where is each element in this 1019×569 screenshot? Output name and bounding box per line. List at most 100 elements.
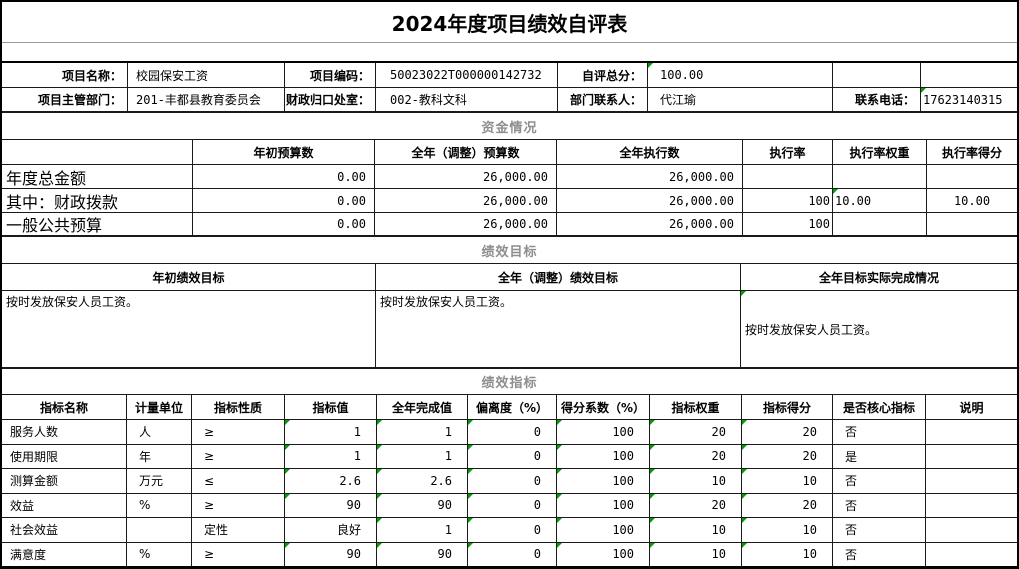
indicator-cell: % — [127, 542, 192, 566]
indicator-cell: 100 — [557, 542, 650, 566]
indicator-row-0: 服务人数人 ≥1 1 0 100 20 20 否 — [2, 420, 1017, 445]
indicator-cell: 年 — [127, 444, 192, 468]
indicator-cell: 20 — [650, 493, 742, 517]
indicators-header-row: 指标名称 计量单位 指标性质 指标值 全年完成值 偏离度（%） 得分系数（%） … — [2, 395, 1017, 420]
contact-phone-label: 联系电话： — [833, 88, 921, 111]
indicator-cell: 服务人数 — [2, 420, 127, 444]
goals-section-row: 绩效目标 — [2, 237, 1017, 264]
funds-cell: 10.00 — [953, 193, 991, 208]
goal-adjusted-text: 按时发放保安人员工资。 — [376, 291, 741, 367]
funds-section-title: 资金情况 — [481, 120, 538, 136]
indicator-cell: ≥ — [192, 444, 285, 468]
indicator-cell: 20 — [650, 420, 742, 444]
funds-cell — [833, 165, 927, 188]
funds-cell: 0.00 — [193, 213, 375, 235]
indicator-cell: 良好 — [285, 518, 377, 542]
ind-header-unit: 计量单位 — [127, 395, 192, 419]
indicator-cell: 0 — [468, 420, 557, 444]
contact-person-label: 部门联系人： — [558, 88, 648, 111]
ind-header-core: 是否核心指标 — [833, 395, 926, 419]
goal-initial-text: 按时发放保安人员工资。 — [2, 291, 376, 367]
title-row: 2024年度项目绩效自评表 — [2, 2, 1017, 43]
indicator-cell: 否 — [833, 469, 926, 493]
indicator-cell: 90 — [377, 493, 468, 517]
funds-cell: 100 — [743, 213, 833, 235]
indicator-cell: 定性 — [192, 518, 285, 542]
indicator-row-1: 使用期限年 ≥1 1 0 100 20 20 是 — [2, 444, 1017, 469]
indicator-cell: 0 — [468, 518, 557, 542]
goals-content-row: 按时发放保安人员工资。 按时发放保安人员工资。 按时发放保安人员工资。 — [2, 291, 1017, 369]
contact-person-value: 代江瑜 — [648, 88, 833, 111]
indicator-row-3: 效益% ≥90 90 0 100 20 20 否 — [2, 493, 1017, 518]
goals-header-actual: 全年目标实际完成情况 — [818, 270, 939, 285]
indicator-cell: ≥ — [192, 493, 285, 517]
funds-header-exec-rate: 执行率 — [743, 140, 833, 164]
indicator-cell: 1 — [285, 444, 377, 468]
ind-header-score-coef: 得分系数（%） — [557, 395, 650, 419]
goals-header-initial: 年初绩效目标 — [2, 264, 376, 290]
finance-office-value: 002-教科文科 — [376, 88, 558, 111]
ind-header-target: 指标值 — [285, 395, 377, 419]
funds-cell — [833, 213, 927, 235]
goals-header-adjusted: 全年（调整）绩效目标 — [376, 264, 741, 290]
ind-header-nature: 指标性质 — [192, 395, 285, 419]
goals-section-title: 绩效目标 — [481, 244, 538, 260]
indicator-cell: 万元 — [127, 469, 192, 493]
indicator-cell: 2.6 — [377, 469, 468, 493]
indicator-cell: 效益 — [2, 493, 127, 517]
indicator-cell: 人 — [127, 420, 192, 444]
indicator-cell — [926, 420, 1017, 444]
funds-cell: 26,000.00 — [557, 165, 743, 188]
indicator-cell: 1 — [377, 518, 468, 542]
indicator-row-2: 测算金额 万元 ≤2.6 2.6 0 100 10 10 否 — [2, 469, 1017, 494]
indicator-cell: 10 — [742, 542, 833, 566]
funds-cell — [743, 165, 833, 188]
funds-row-0: 年度总金额 0.00 26,000.00 26,000.00 — [2, 165, 1017, 189]
indicator-cell: 0 — [468, 493, 557, 517]
indicator-cell: 100 — [557, 444, 650, 468]
ind-header-deviation: 偏离度（%） — [468, 395, 557, 419]
funds-row-1: 其中：财政拨款 0.00 26,000.00 26,000.00 100 10.00 10.… — [2, 189, 1017, 213]
indicator-cell: 90 — [285, 542, 377, 566]
indicator-cell: 否 — [833, 542, 926, 566]
funds-cell — [927, 213, 1017, 235]
indicator-cell: 使用期限 — [2, 444, 127, 468]
indicator-cell: 1 — [377, 444, 468, 468]
spacer-row — [2, 43, 1017, 63]
indicator-cell: 是 — [833, 444, 926, 468]
project-code-value: 50023022T000000142732 — [376, 63, 558, 87]
ind-header-score: 指标得分 — [742, 395, 833, 419]
info-empty-cell-2 — [921, 63, 1017, 87]
funds-cell: 26,000.00 — [375, 189, 557, 212]
indicator-cell: 否 — [833, 518, 926, 542]
indicator-cell: 10 — [742, 469, 833, 493]
funds-header-row: 年初预算数 全年（调整）预算数 全年执行数 执行率 执行率权重 执行率得分 — [2, 140, 1017, 165]
funds-row-label: 年度总金额 — [2, 165, 193, 188]
indicator-cell: 测算金额 — [2, 469, 127, 493]
funds-header-blank — [2, 140, 193, 164]
self-score-label: 自评总分： — [558, 63, 648, 87]
project-name-label: 项目名称： — [2, 63, 128, 87]
indicator-cell: ≥ — [192, 542, 285, 566]
ind-header-name: 指标名称 — [2, 395, 127, 419]
indicator-cell: % — [127, 493, 192, 517]
indicator-cell: 0 — [468, 444, 557, 468]
indicator-cell: 2.6 — [285, 469, 377, 493]
indicator-cell: 0 — [468, 542, 557, 566]
indicator-cell: 10 — [650, 542, 742, 566]
indicator-cell: 20 — [742, 493, 833, 517]
indicator-row-5: 满意度% ≥90 90 0 100 10 10 否 — [2, 542, 1017, 566]
finance-office-label: 财政归口处室： — [285, 88, 376, 111]
competent-dept-label: 项目主管部门： — [2, 88, 128, 111]
contact-phone-value: 17623140315 — [921, 88, 1017, 111]
indicator-cell: 100 — [557, 420, 650, 444]
funds-cell: 26,000.00 — [375, 213, 557, 235]
indicator-cell: 0 — [468, 469, 557, 493]
indicator-cell — [926, 494, 1017, 518]
indicator-cell: 10 — [742, 518, 833, 542]
funds-row-label: 其中：财政拨款 — [2, 189, 193, 212]
funds-cell: 0.00 — [193, 189, 375, 212]
funds-cell: 100 — [743, 189, 833, 212]
indicator-cell: 100 — [557, 518, 650, 542]
funds-cell: 26,000.00 — [375, 165, 557, 188]
